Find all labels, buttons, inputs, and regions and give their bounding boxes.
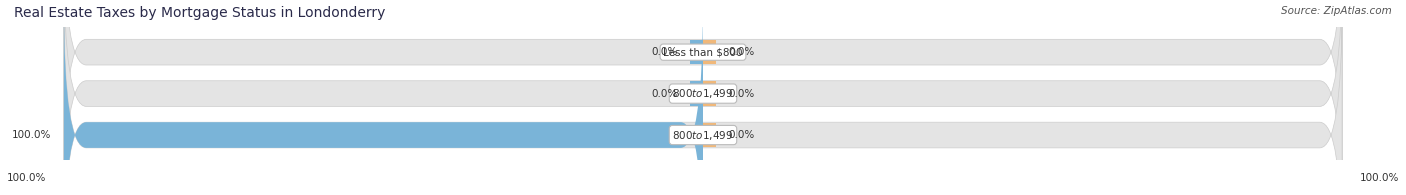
Text: $800 to $1,499: $800 to $1,499 [672,129,734,142]
Text: Source: ZipAtlas.com: Source: ZipAtlas.com [1281,6,1392,16]
FancyBboxPatch shape [63,3,703,195]
FancyBboxPatch shape [63,0,1343,195]
Bar [703,123,716,147]
Bar [703,40,716,64]
Bar [690,81,703,106]
Text: Real Estate Taxes by Mortgage Status in Londonderry: Real Estate Taxes by Mortgage Status in … [14,6,385,20]
Bar [690,40,703,64]
Text: 0.0%: 0.0% [728,89,755,99]
Text: 0.0%: 0.0% [728,47,755,57]
Text: 100.0%: 100.0% [11,130,51,140]
FancyBboxPatch shape [63,0,1343,184]
Text: 0.0%: 0.0% [728,130,755,140]
Text: 100.0%: 100.0% [7,173,46,183]
FancyBboxPatch shape [63,3,1343,195]
Text: 0.0%: 0.0% [651,89,678,99]
Text: 0.0%: 0.0% [651,47,678,57]
Bar [703,81,716,106]
Text: Less than $800: Less than $800 [664,47,742,57]
Text: 100.0%: 100.0% [1360,173,1399,183]
Text: $800 to $1,499: $800 to $1,499 [672,87,734,100]
